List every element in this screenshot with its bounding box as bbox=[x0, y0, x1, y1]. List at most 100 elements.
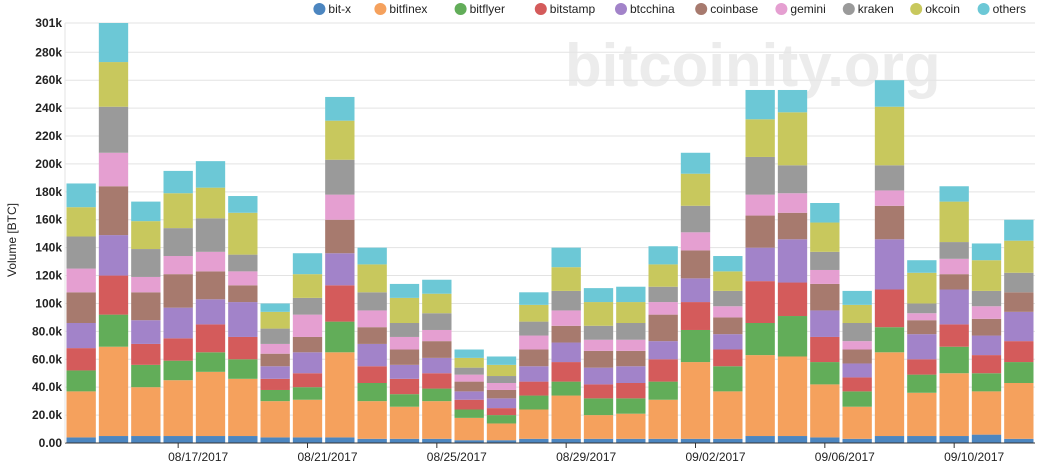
legend-item-coinbase[interactable]: coinbase bbox=[695, 2, 759, 16]
bar-segment-bit-x bbox=[131, 436, 161, 443]
bar-segment-coinbase bbox=[745, 215, 775, 248]
bar-segment-gemini bbox=[389, 336, 420, 350]
legend-item-kraken[interactable]: kraken bbox=[842, 2, 894, 16]
bar-segment-okcoin bbox=[163, 193, 193, 229]
legend-item-bitflyer[interactable]: bitflyer bbox=[454, 2, 505, 16]
bar-segment-others bbox=[680, 152, 711, 174]
bar-segment-btcchina bbox=[357, 343, 387, 367]
bar-segment-btcchina bbox=[971, 335, 1002, 356]
bar-segment-others bbox=[195, 161, 226, 188]
bar-segment-others bbox=[292, 253, 323, 275]
bar-segment-bitflyer bbox=[777, 316, 808, 357]
bar-segment-btcchina bbox=[292, 352, 323, 374]
bar-segment-bit-x bbox=[551, 438, 581, 443]
bar-segment-btcchina bbox=[454, 391, 484, 400]
bar-segment-gemini bbox=[777, 193, 808, 213]
bar-segment-okcoin bbox=[971, 260, 1002, 291]
bar-segment-kraken bbox=[519, 321, 549, 336]
bar-segment-bitflyer bbox=[163, 360, 193, 381]
bar-segment-gemini bbox=[648, 302, 678, 315]
bar-segment-bit-x bbox=[325, 437, 355, 443]
bar-segment-btcchina bbox=[195, 299, 226, 325]
bar-segment-bitflyer bbox=[357, 383, 387, 402]
bar-segment-others bbox=[551, 247, 581, 268]
bar-segment-okcoin bbox=[325, 120, 355, 160]
bar-segment-others bbox=[713, 256, 743, 272]
legend-item-others[interactable]: others bbox=[977, 2, 1026, 16]
bar-segment-gemini bbox=[66, 268, 96, 293]
bar-segment-bitstamp bbox=[971, 355, 1002, 374]
bar-segment-bitfinex bbox=[680, 362, 711, 439]
bar-segment-btcchina bbox=[713, 334, 743, 350]
bar-segment-coinbase bbox=[454, 381, 484, 392]
bar-segment-kraken bbox=[357, 292, 387, 311]
bar-segment-btcchina bbox=[98, 235, 129, 276]
bar-segment-others bbox=[163, 170, 193, 194]
y-tick-label: 20.0k bbox=[32, 408, 62, 422]
bar-segment-bitfinex bbox=[163, 380, 193, 437]
bar-segment-bitfinex bbox=[745, 355, 775, 437]
bar-segment-okcoin bbox=[713, 271, 743, 291]
bar-segment-kraken bbox=[66, 236, 96, 269]
legend-item-bit-x[interactable]: bit-x bbox=[313, 2, 351, 16]
bar-segment-bit-x bbox=[195, 436, 226, 443]
legend-item-bitstamp[interactable]: bitstamp bbox=[534, 2, 596, 16]
bar-segment-gemini bbox=[486, 383, 517, 390]
legend: bit-x bitfinex bitflyer bitstamp btcchina coi… bbox=[313, 2, 1026, 16]
bar-segment-bitstamp bbox=[874, 289, 905, 328]
bar-segment-kraken bbox=[874, 165, 905, 191]
bar-segment-gemini bbox=[971, 306, 1002, 319]
bar-segment-gemini bbox=[357, 310, 387, 328]
bar-segment-bit-x bbox=[1004, 438, 1034, 443]
y-tick-label: 80.0k bbox=[32, 324, 62, 338]
bar-segment-btcchina bbox=[1004, 311, 1034, 342]
legend-label: btcchina bbox=[630, 2, 675, 16]
bar-segment-gemini bbox=[195, 251, 226, 272]
bar-segment-bitfinex bbox=[292, 399, 323, 438]
bar-segment-others bbox=[810, 203, 840, 223]
legend-item-okcoin[interactable]: okcoin bbox=[910, 2, 960, 16]
bar-segment-bitfinex bbox=[98, 346, 129, 437]
legend-item-btcchina[interactable]: btcchina bbox=[615, 2, 675, 16]
bar-segment-okcoin bbox=[66, 207, 96, 237]
bar-segment-kraken bbox=[939, 242, 969, 259]
legend-item-bitfinex[interactable]: bitfinex bbox=[374, 2, 427, 16]
bar-segment-btcchina bbox=[389, 364, 420, 379]
bar-segment-bit-x bbox=[66, 437, 96, 443]
bar-segment-gemini bbox=[616, 339, 646, 351]
bar-segment-gemini bbox=[810, 269, 840, 284]
bar-segment-okcoin bbox=[228, 212, 258, 255]
bar-segment-kraken bbox=[583, 325, 614, 340]
legend-item-gemini[interactable]: gemini bbox=[775, 2, 826, 16]
bar-segment-coinbase bbox=[810, 283, 840, 311]
bar-segment-coinbase bbox=[1004, 292, 1034, 312]
bar-segment-bit-x bbox=[810, 437, 840, 443]
bar-segment-btcchina bbox=[745, 247, 775, 282]
legend-label: bitfinex bbox=[389, 2, 427, 16]
bar-segment-coinbase bbox=[874, 205, 905, 240]
bar-segment-coinbase bbox=[842, 349, 872, 364]
bar-segment-bitstamp bbox=[195, 324, 226, 353]
bar-segment-btcchina bbox=[66, 323, 96, 349]
bar-segment-bitstamp bbox=[713, 349, 743, 367]
bar-segment-kraken bbox=[131, 249, 161, 277]
bar-segment-bitstamp bbox=[131, 343, 161, 365]
bar-segment-okcoin bbox=[454, 357, 484, 368]
bar-segment-bitstamp bbox=[583, 384, 614, 399]
bar-segment-okcoin bbox=[874, 106, 905, 166]
bar-segment-bitflyer bbox=[292, 387, 323, 400]
bar-segment-bit-x bbox=[939, 436, 969, 443]
bar-segment-bitstamp bbox=[98, 275, 129, 315]
bar-segment-others bbox=[939, 186, 969, 202]
bar-segment-okcoin bbox=[292, 274, 323, 298]
y-tick-label: 180k bbox=[35, 185, 62, 199]
bar-segment-others bbox=[486, 356, 517, 365]
bar-segment-kraken bbox=[745, 156, 775, 195]
bar-segment-coinbase bbox=[98, 186, 129, 236]
bar-segment-kraken bbox=[325, 159, 355, 195]
bar-segment-btcchina bbox=[163, 307, 193, 339]
bar-segment-bitflyer bbox=[260, 389, 290, 402]
legend-swatch bbox=[374, 3, 387, 15]
bar-segment-bit-x bbox=[454, 440, 484, 443]
bar-segment-bitflyer bbox=[519, 395, 549, 410]
